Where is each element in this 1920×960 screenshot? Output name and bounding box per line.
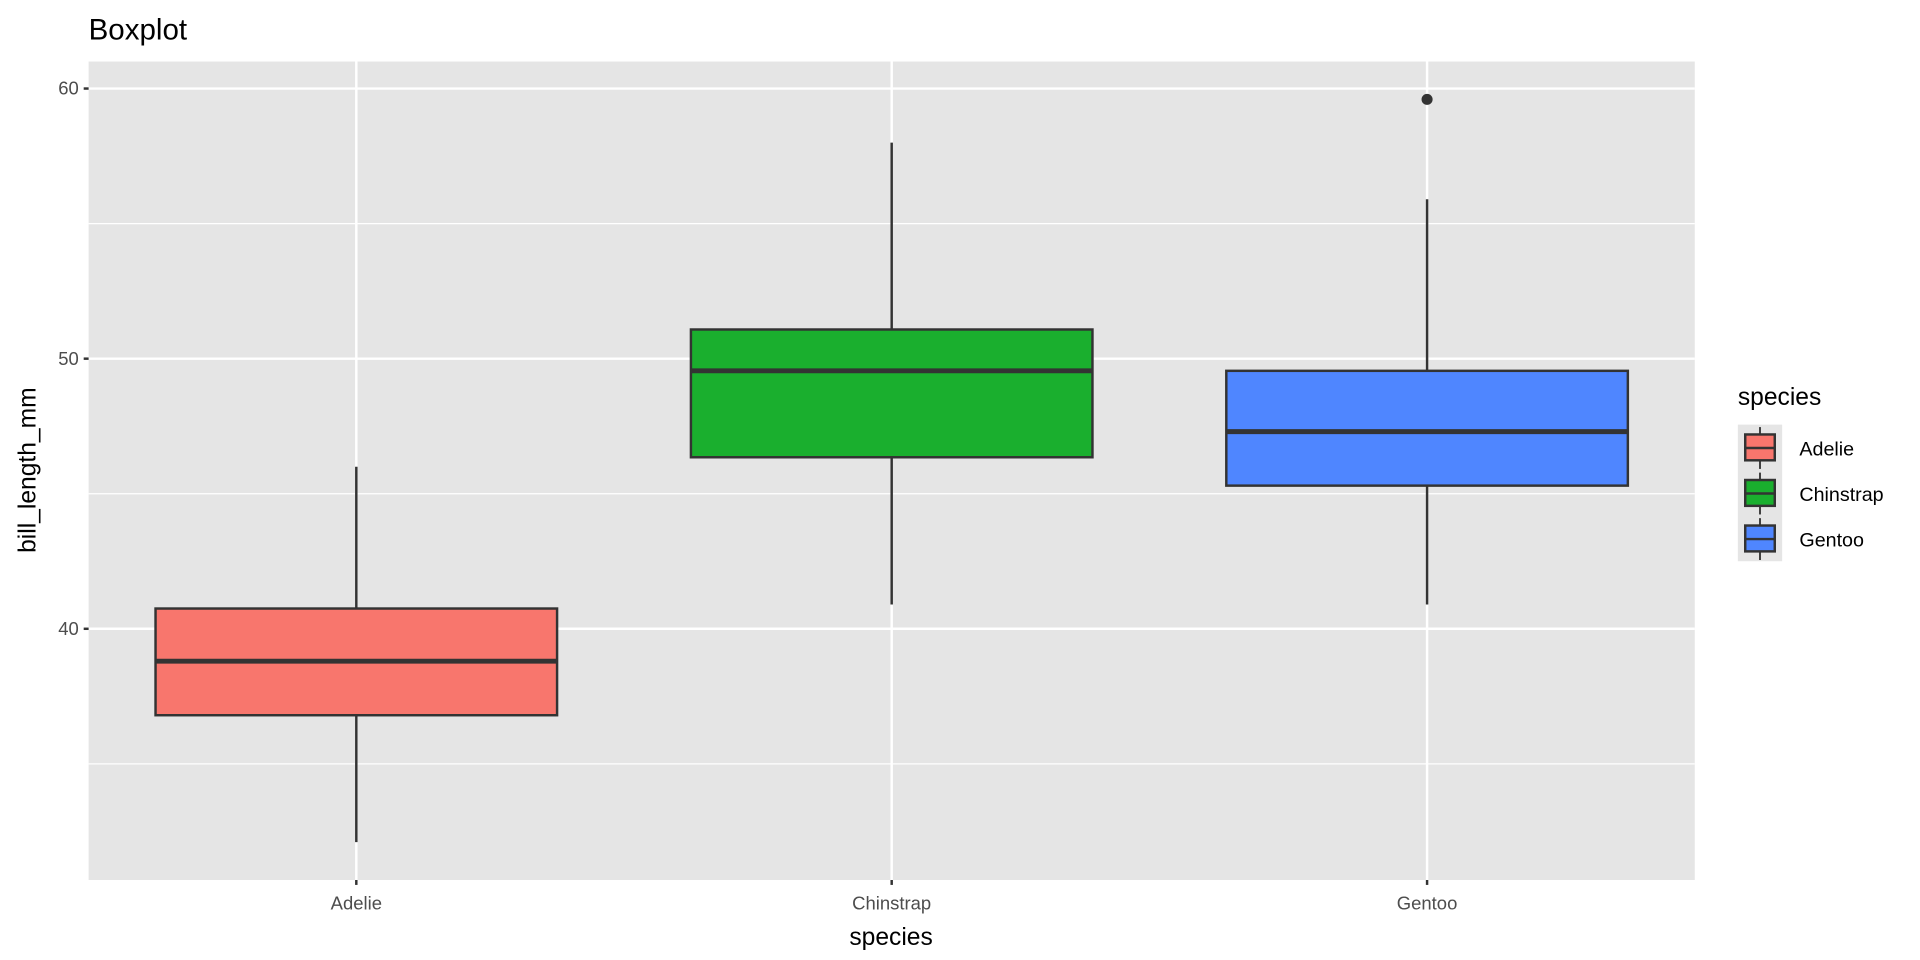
x-tick-label: Chinstrap bbox=[852, 893, 931, 914]
legend-label: Chinstrap bbox=[1799, 484, 1883, 506]
box-gentoo bbox=[1225, 93, 1630, 605]
legend-label: Gentoo bbox=[1799, 529, 1864, 551]
x-tick-label: Gentoo bbox=[1397, 893, 1458, 914]
outlier-point bbox=[1421, 93, 1433, 105]
boxes bbox=[154, 93, 1630, 843]
y-tick-label: 60 bbox=[58, 78, 79, 99]
box-adelie bbox=[154, 466, 559, 843]
legend: species Adelie Chinstrap Gentoo bbox=[1738, 384, 1884, 562]
x-axis-title: species bbox=[849, 924, 932, 951]
chart-title: Boxplot bbox=[89, 13, 187, 46]
y-tick-label: 50 bbox=[58, 348, 79, 369]
box-iqr bbox=[1225, 369, 1630, 487]
legend-label: Adelie bbox=[1799, 438, 1854, 460]
y-tick-label: 40 bbox=[58, 618, 79, 639]
y-axis: 40 50 60 bbox=[58, 78, 89, 639]
x-axis: Adelie Chinstrap Gentoo bbox=[331, 880, 1458, 914]
legend-title: species bbox=[1738, 384, 1821, 411]
box-chinstrap bbox=[689, 142, 1094, 605]
box-iqr bbox=[689, 328, 1094, 459]
y-axis-title: bill_length_mm bbox=[15, 387, 42, 553]
x-tick-label: Adelie bbox=[331, 893, 382, 914]
